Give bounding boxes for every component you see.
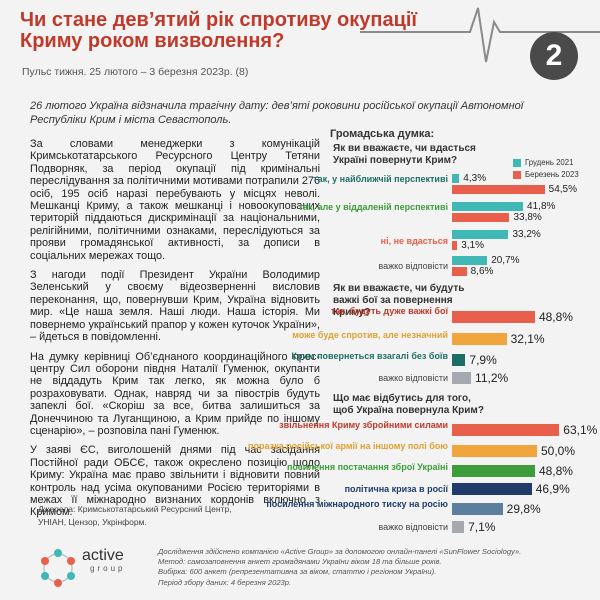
chart3-bar: [452, 521, 465, 533]
methodology-line: Вибірка: 600 анкет (репрезентативна за в…: [158, 567, 437, 577]
chart3-value: 63,1%: [563, 423, 598, 437]
logo-mark-icon: [41, 549, 75, 587]
chart3-value: 46,9%: [535, 482, 570, 496]
chart1-category-label: так, але у віддаленій перспективі: [298, 202, 448, 212]
chart3-category-label: звільнення Криму збройними силами: [279, 420, 448, 430]
legend-item: Березень 2023: [513, 170, 579, 179]
chart3-value: 50,0%: [541, 444, 576, 458]
intro-text: 26 лютого Україна відзначила трагічну да…: [30, 100, 524, 126]
logo-subtext: group: [90, 564, 126, 573]
chart1-bar: [452, 256, 488, 265]
chart3-value: 29,8%: [506, 502, 541, 516]
legend-label: Березень 2023: [525, 170, 579, 179]
chart1-value: 8,6%: [470, 266, 494, 277]
chart3-bar: [452, 424, 560, 436]
article-body: За словами менеджерки з комунікацій Крим…: [30, 138, 320, 526]
legend-item: Грудень 2021: [513, 158, 579, 167]
methodology-line: Дослідження здійснено компанією «Active …: [158, 547, 522, 556]
chart1-value: 41,8%: [527, 201, 556, 212]
chart1-category-label: так, у найближчій перспективі: [313, 174, 448, 184]
chart1-value: 33,2%: [512, 229, 541, 240]
legend-label: Грудень 2021: [525, 158, 574, 167]
chart2-bar: [452, 372, 472, 384]
chart1-value: 4,3%: [463, 173, 487, 184]
article-paragraph: У заяві ЄС, виголошеній днями під час за…: [30, 444, 320, 519]
chart2-bar: [452, 333, 507, 345]
chart1-value: 20,7%: [491, 255, 520, 266]
chart3-category-label: важко відповісти: [378, 522, 448, 532]
chart3-value: 48,8%: [538, 464, 573, 478]
logo-text: active: [82, 547, 124, 564]
chart1-bar: [452, 174, 460, 183]
chart3-value: 7,1%: [468, 520, 496, 534]
page-title: Чи стане дев’ятий рік спротиву окупації …: [20, 9, 418, 52]
chart1-bar: [452, 267, 467, 276]
chart2-value: 48,8%: [538, 310, 573, 324]
opinion-heading: Громадська думка:: [330, 128, 435, 140]
page-subtitle: Пульс тижня. 25 лютого – 3 березня 2023р…: [22, 66, 249, 78]
chart1-bar: [452, 213, 510, 222]
chart1-category-label: важко відповісти: [378, 261, 448, 271]
header: Чи стане дев’ятий рік спротиву окупації …: [0, 0, 600, 95]
article-paragraph: З нагоди події Президент України Володим…: [30, 269, 320, 344]
chart2-value: 7,9%: [469, 353, 497, 367]
active-group-logo: active group: [35, 545, 145, 593]
chart2-category-label: так, будуть дуже важкі бої: [330, 306, 448, 316]
methodology-line: Період збору даних: 4 березня 2023р.: [158, 577, 292, 587]
pulse-line-icon: [360, 7, 600, 63]
chart2-category-label: Крим повернеться взагалі без боїв: [291, 351, 448, 361]
article-paragraph: За словами менеджерки з комунікацій Крим…: [30, 138, 320, 262]
chart3-category-label: політична криза в росії: [344, 484, 448, 494]
chart1-legend: Грудень 2021 Березень 2023: [513, 158, 579, 182]
chart2-category-label: може буде спротив, але незначний: [292, 330, 448, 340]
chart3-bar: [452, 503, 503, 515]
chart1-bar: [452, 241, 458, 250]
chart3-bar: [452, 465, 535, 477]
chart1-question: Як ви вважаєте, чи вдасться Україні пове…: [333, 143, 476, 166]
chart1-bar: [452, 185, 545, 194]
chart3-question: Що має відбутись для того, щоб Україна п…: [333, 393, 484, 416]
methodology-note: Дослідження здійснено компанією «Active …: [158, 547, 578, 588]
chart1-category-label: ні, не вдасться: [380, 236, 448, 246]
chart3-category-label: поразка російської армії на іншому полі …: [248, 441, 448, 451]
chart1-value: 33,8%: [513, 212, 542, 223]
chart3-category-label: посилення постачання зброї Україні: [286, 462, 448, 472]
methodology-line: Метод: самозаповнення анкет громадянами …: [158, 557, 442, 567]
chart2-bar: [452, 354, 466, 366]
issue-number-badge: 2: [530, 32, 578, 80]
chart2-category-label: важко відповісти: [378, 373, 448, 383]
sources-note: Джерела: Кримськотатарський Ресурсний Це…: [38, 504, 232, 527]
chart2-question: Як ви вважаєте, чи будуть важкі бої за п…: [333, 283, 465, 318]
chart3-category-label: посилення міжнародного тиску на росію: [266, 499, 448, 509]
chart1-bar: [452, 202, 524, 211]
chart2-value: 32,1%: [510, 332, 545, 346]
chart1-bar: [452, 230, 509, 239]
chart1-value: 54,5%: [548, 184, 577, 195]
chart2-bar: [452, 311, 535, 323]
chart3-bar: [452, 445, 537, 457]
chart1-value: 3,1%: [461, 240, 485, 251]
article-paragraph: На думку керівниці Об’єднаного координац…: [30, 350, 320, 437]
chart2-value: 11,2%: [475, 371, 509, 385]
chart3-bar: [452, 483, 532, 495]
legend-swatch: [513, 158, 521, 167]
legend-swatch: [513, 170, 521, 179]
